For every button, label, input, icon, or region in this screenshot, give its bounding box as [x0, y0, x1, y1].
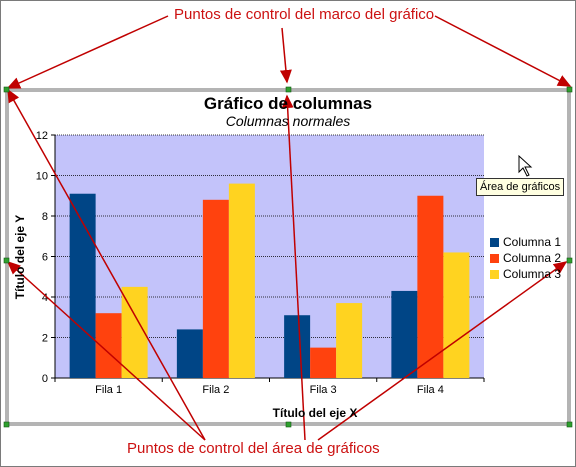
callout-arrow	[281, 94, 306, 441]
y-tick-label: 12	[36, 130, 48, 142]
control-handle	[285, 421, 292, 428]
bar	[336, 303, 363, 378]
legend-swatch-2	[490, 253, 499, 263]
control-handle	[3, 86, 10, 93]
frame-handles-callout: Puntos de control del marco del gráfico	[174, 6, 435, 23]
x-tick-label: Fila 2	[202, 384, 229, 396]
area-handles-callout: Puntos de control del área de gráficos	[127, 440, 380, 457]
y-tick-label: 0	[42, 373, 48, 385]
bar	[443, 252, 470, 378]
legend-label-3: Columna 3	[503, 267, 562, 281]
control-handle	[566, 421, 573, 428]
chart-title: Gráfico de columnas	[203, 94, 373, 113]
callout-arrow	[6, 15, 169, 89]
bar	[310, 347, 337, 378]
y-tick-label: 4	[42, 292, 48, 304]
legend-label-1: Columna 1	[503, 235, 562, 249]
callout-arrow	[6, 260, 206, 441]
x-axis-title: Título del eje X	[272, 406, 358, 420]
bar	[69, 193, 96, 378]
bar	[176, 329, 203, 378]
chart-area-tooltip: Área de gráficos	[476, 178, 565, 196]
bar	[228, 183, 255, 378]
control-handle	[566, 257, 573, 264]
x-tick-label: Fila 3	[310, 384, 337, 396]
control-handle	[3, 421, 10, 428]
y-tick-label: 6	[42, 252, 48, 264]
y-tick-label: 10	[36, 171, 48, 183]
callout-arrow	[7, 88, 206, 441]
control-handle	[3, 257, 10, 264]
control-handle	[566, 86, 573, 93]
legend-swatch-3	[490, 269, 499, 279]
x-tick-label: Fila 4	[417, 384, 444, 396]
callout-arrow	[317, 261, 568, 441]
legend-item-2: Columna 2	[490, 250, 561, 266]
y-tick-label: 2	[42, 333, 48, 345]
control-handle	[285, 86, 292, 93]
y-axis-title: Título del eje Y	[13, 214, 27, 300]
chart-subtitle: Columnas normales	[225, 113, 351, 129]
bar	[417, 195, 444, 378]
callout-arrow	[279, 27, 292, 84]
bar	[202, 199, 229, 378]
y-tick-label: 8	[42, 211, 48, 223]
mouse-cursor-icon	[518, 154, 533, 177]
bar	[391, 290, 418, 378]
legend-swatch-1	[490, 237, 499, 247]
legend-item-3: Columna 3	[490, 266, 561, 282]
callout-arrow	[434, 15, 572, 87]
x-tick-label: Fila 1	[95, 384, 122, 396]
legend-item-1: Columna 1	[490, 234, 561, 250]
bar	[284, 315, 311, 378]
legend-label-2: Columna 2	[503, 251, 562, 265]
chart-legend[interactable]: Columna 1 Columna 2 Columna 3	[490, 234, 561, 282]
bar	[121, 286, 148, 378]
